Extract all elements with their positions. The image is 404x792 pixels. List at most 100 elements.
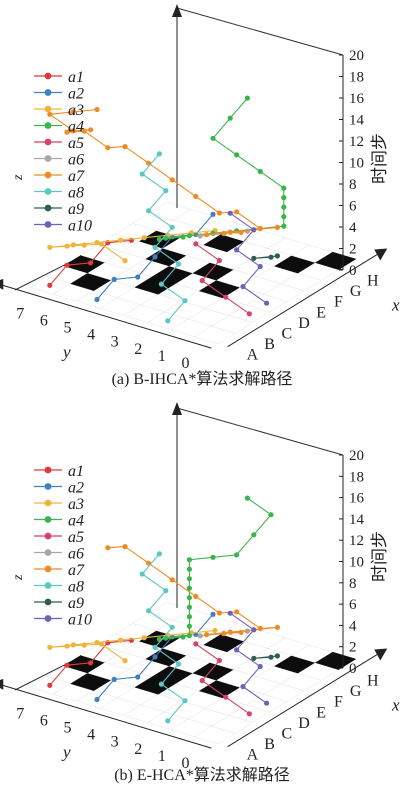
legend-label: a6: [68, 546, 84, 563]
series-point-a3: [122, 258, 128, 264]
x-tick-label: B: [264, 336, 275, 353]
legend-marker: [44, 72, 52, 80]
x-tick-label: G: [350, 283, 362, 300]
series-point-a1: [88, 660, 94, 666]
series-point-a4: [186, 576, 192, 582]
x-tick-label: A: [247, 747, 259, 764]
y-tick-label: 7: [16, 305, 24, 322]
legend-label: a4: [68, 119, 84, 136]
series-point-a10: [227, 210, 233, 216]
series-point-a4: [186, 604, 192, 610]
time-tick-label: 14: [349, 113, 365, 129]
series-point-a4: [234, 152, 240, 158]
series-point-a1: [64, 262, 70, 268]
series-a4: [156, 495, 274, 643]
legend-marker: [44, 122, 52, 129]
legend-marker: [44, 171, 52, 179]
x-tick-label: H: [367, 672, 379, 689]
series-a5: [193, 241, 252, 317]
series-point-a7: [105, 145, 111, 151]
x-axis-line: [227, 254, 378, 348]
series-point-a3: [141, 635, 147, 641]
series-point-a8: [152, 244, 158, 250]
series-point-a9: [274, 653, 280, 659]
series-point-a8: [182, 698, 188, 704]
x-tick-label: C: [281, 725, 292, 742]
legend-marker: [44, 138, 52, 146]
y-tick-label: 2: [134, 341, 142, 358]
x-tick-label: F: [334, 294, 343, 311]
series-point-a2: [94, 696, 100, 703]
series-point-a6: [197, 233, 203, 239]
series-point-a4: [186, 595, 192, 601]
legend-marker: [44, 204, 52, 212]
series-point-a8: [169, 224, 175, 230]
series-point-a7: [216, 610, 222, 616]
legend-label: a10: [68, 612, 92, 629]
y-tick-label: 2: [134, 741, 142, 758]
series-point-a8: [182, 298, 188, 304]
series-a8: [139, 551, 188, 724]
floor-cell: [149, 201, 192, 221]
top-back-edge: [176, 407, 344, 456]
series-point-a8: [158, 681, 164, 687]
series-point-a10: [264, 700, 270, 706]
y-axis-title: y: [61, 742, 71, 761]
z-axis-title: z: [11, 174, 26, 181]
time-tick-label: 20: [349, 448, 364, 464]
series-point-a3: [64, 643, 70, 649]
series-point-a4: [251, 532, 257, 538]
series-point-a3: [47, 244, 53, 250]
legend-marker: [44, 582, 52, 589]
series-a7: [105, 544, 280, 638]
series-point-a7: [274, 224, 280, 230]
time-tick-label: 6: [349, 199, 357, 215]
series-point-a1: [47, 282, 53, 288]
series-point-a8: [158, 281, 164, 287]
time-tick-label: 6: [349, 597, 357, 613]
figure-caption: (b) E-HCA*算法求解路径: [114, 765, 290, 784]
y-tick-label: 5: [63, 719, 71, 736]
series-point-a7: [221, 230, 227, 237]
series-point-a2: [94, 296, 100, 303]
series-point-a7: [122, 544, 128, 550]
series-point-a10: [257, 263, 263, 270]
series-point-a7: [47, 111, 53, 117]
y-axis-line: [1, 684, 212, 749]
legend-marker: [44, 499, 52, 507]
series-point-a5: [216, 257, 222, 264]
series-point-a2: [135, 674, 141, 680]
series-point-a4: [186, 233, 192, 239]
time-tick-label: 16: [349, 491, 365, 507]
chart-panel-0: 02468101214161820时间步zABCDEFGHx01234567ya…: [0, 4, 400, 388]
series-point-a3: [212, 627, 218, 634]
legend-marker: [44, 466, 52, 474]
series-point-a7: [238, 629, 244, 636]
time-tick-label: 8: [349, 177, 357, 193]
series-a9: [251, 253, 280, 261]
legend-label: a8: [68, 579, 84, 596]
series-point-a8: [169, 624, 175, 630]
series-point-a4: [186, 614, 192, 620]
y-tick-label: 6: [40, 712, 48, 729]
series-point-a5: [199, 678, 205, 684]
series-point-a3: [118, 637, 124, 643]
series-point-a3: [122, 658, 128, 664]
legend-label: a1: [68, 463, 84, 480]
x-tick-label: C: [281, 325, 292, 342]
series-point-a8: [139, 571, 145, 577]
y-axis-line: [1, 284, 212, 349]
grid-floor: [28, 601, 357, 745]
series-line-a8: [141, 553, 186, 722]
series-point-a7: [257, 225, 263, 232]
y-tick-label: 0: [181, 355, 189, 372]
series-point-a10: [240, 684, 246, 690]
legend-label: a2: [68, 86, 84, 103]
series-point-a4: [268, 512, 274, 518]
series-point-a1: [64, 662, 70, 668]
series-point-a5: [199, 278, 205, 284]
y-tick-label: 5: [63, 319, 71, 336]
series-a3: [47, 227, 218, 264]
legend-marker: [44, 549, 52, 556]
y-axis-title: y: [61, 342, 71, 361]
